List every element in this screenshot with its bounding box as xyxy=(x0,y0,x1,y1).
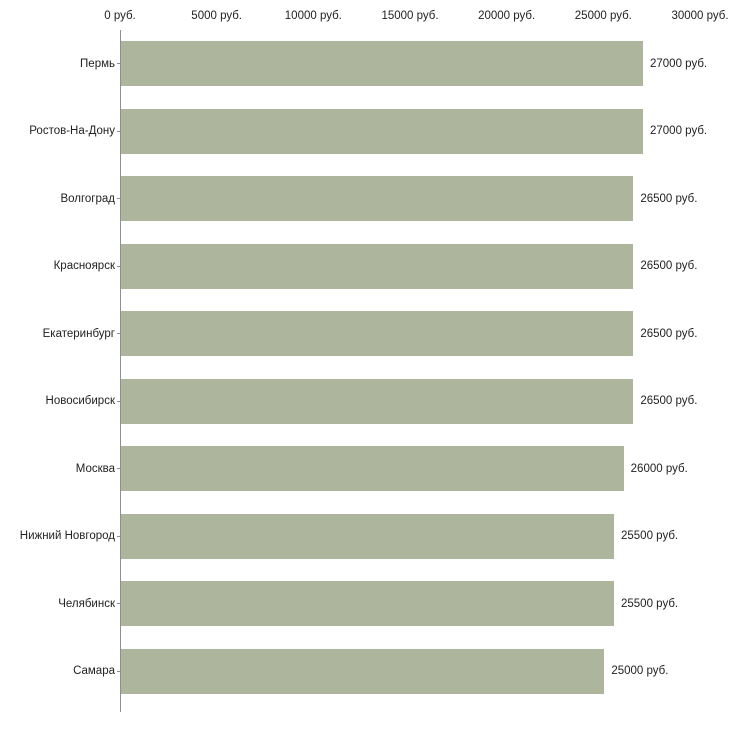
bar-row: Самара 25000 руб. xyxy=(73,638,701,706)
category-label: Красноярск xyxy=(53,260,115,273)
bar-value-label: 27000 руб. xyxy=(650,57,708,70)
x-axis-tick-label: 25000 руб. xyxy=(574,10,632,22)
x-axis-tick-label: 10000 руб. xyxy=(284,10,342,22)
bar-value-label: 26500 руб. xyxy=(640,327,698,340)
x-axis-tick-label: 5000 руб. xyxy=(191,10,243,22)
bar-value-label: 26500 руб. xyxy=(640,260,698,273)
bar-row: Новосибирск 26500 руб. xyxy=(46,368,701,436)
bar[interactable] xyxy=(121,378,634,424)
y-axis-tick xyxy=(117,468,121,470)
y-axis-tick xyxy=(117,198,121,200)
bar[interactable] xyxy=(121,648,605,694)
y-axis-tick xyxy=(117,333,121,335)
category-label: Нижний Новгород xyxy=(19,530,115,543)
category-label: Пермь xyxy=(80,57,115,70)
bar[interactable] xyxy=(121,176,634,222)
bar-value-label: 26500 руб. xyxy=(640,395,698,408)
bar-value-label: 26000 руб. xyxy=(630,462,688,475)
bar[interactable] xyxy=(121,513,614,559)
bar-value-label: 25000 руб. xyxy=(611,665,669,678)
category-label: Екатеринбург xyxy=(42,327,115,340)
bar-row: Волгоград 26500 руб. xyxy=(60,165,701,233)
category-label: Ростов-На-Дону xyxy=(29,125,115,138)
bar-row: Красноярск 26500 руб. xyxy=(54,233,701,301)
bar-row: Челябинск 25500 руб. xyxy=(58,570,701,638)
y-axis-tick xyxy=(117,400,121,402)
category-label: Москва xyxy=(75,462,115,475)
bar[interactable] xyxy=(121,108,643,154)
x-axis-tick-label: 20000 руб. xyxy=(478,10,536,22)
x-axis: 0 руб. 5000 руб. 10000 руб. 15000 руб. 20000… xyxy=(104,10,728,26)
bar[interactable] xyxy=(121,41,643,87)
bar-row: Москва 26000 руб. xyxy=(76,435,701,503)
bar-value-label: 25500 руб. xyxy=(621,597,679,610)
plot-area: Пермь 27000 руб. Ростов-На-Дону 27000 руб. В… xyxy=(20,30,707,712)
bar-value-label: 27000 руб. xyxy=(650,125,708,138)
category-label: Волгоград xyxy=(60,192,115,205)
bar-row: Ростов-На-Дону 27000 руб. xyxy=(29,98,707,166)
category-label: Челябинск xyxy=(58,597,115,610)
y-axis-tick xyxy=(117,130,121,132)
category-label: Самара xyxy=(73,665,115,678)
x-axis-tick-label: 15000 руб. xyxy=(381,10,439,22)
bar[interactable] xyxy=(121,581,614,627)
bar[interactable] xyxy=(121,243,634,289)
y-axis-tick xyxy=(117,603,121,605)
y-axis-tick xyxy=(117,265,121,267)
x-axis-tick-label: 30000 руб. xyxy=(671,10,729,22)
bar[interactable] xyxy=(121,446,624,492)
y-axis-tick xyxy=(117,670,121,672)
bar-value-label: 25500 руб. xyxy=(621,530,679,543)
bar[interactable] xyxy=(121,311,634,357)
bar-value-label: 26500 руб. xyxy=(640,192,698,205)
y-axis-tick xyxy=(117,535,121,537)
y-axis-tick xyxy=(117,63,121,65)
bar-row: Пермь 27000 руб. xyxy=(80,30,707,98)
bar-row: Екатеринбург 26500 руб. xyxy=(43,300,701,368)
x-axis-tick-label: 0 руб. xyxy=(104,10,136,22)
category-label: Новосибирск xyxy=(45,395,115,408)
bar-row: Нижний Новгород 25500 руб. xyxy=(20,503,701,571)
